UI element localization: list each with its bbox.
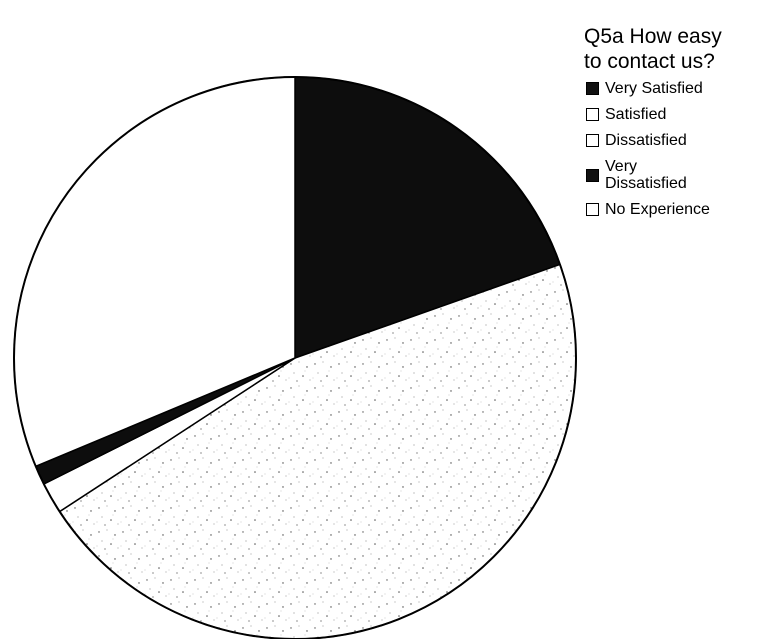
pie-chart: [13, 76, 577, 639]
legend-swatch-dissatisfied: [586, 134, 599, 147]
legend-title: Q5a How easy to contact us?: [584, 24, 756, 74]
legend-title-line2: to contact us?: [584, 50, 715, 73]
legend-label-very-satisfied: Very Satisfied: [605, 80, 703, 97]
legend: Q5a How easy to contact us? Very Satisfi…: [584, 24, 756, 227]
legend-item-no-experience: No Experience: [586, 201, 756, 218]
legend-swatch-very-satisfied: [586, 82, 599, 95]
legend-label-satisfied: Satisfied: [605, 106, 667, 123]
legend-item-very-dissatisfied: Very Dissatisfied: [586, 158, 756, 192]
legend-swatch-no-experience: [586, 203, 599, 216]
legend-item-very-satisfied: Very Satisfied: [586, 80, 756, 97]
legend-label-no-experience: No Experience: [605, 201, 710, 218]
legend-swatch-very-dissatisfied: [586, 168, 599, 182]
legend-label-dissatisfied: Dissatisfied: [605, 132, 687, 149]
legend-swatch-satisfied: [586, 108, 599, 121]
legend-item-satisfied: Satisfied: [586, 106, 756, 123]
legend-label-very-dissatisfied: Very Dissatisfied: [605, 158, 687, 192]
legend-item-dissatisfied: Dissatisfied: [586, 132, 756, 149]
legend-title-line1: Q5a How easy: [584, 25, 722, 48]
